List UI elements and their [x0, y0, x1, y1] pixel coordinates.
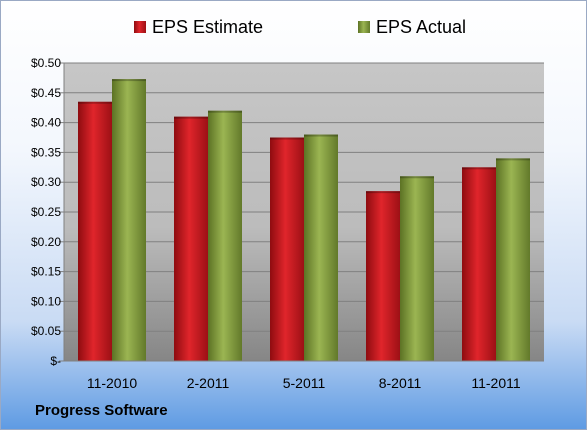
bar-actual-cap: [112, 79, 146, 82]
bar-actual: [112, 79, 146, 361]
legend: EPS Estimate EPS Actual: [134, 17, 466, 37]
legend-swatch-estimate: [134, 21, 146, 33]
bar-estimate-cap: [462, 167, 496, 170]
y-tick-label: $0.50: [31, 56, 61, 70]
bar-estimate: [366, 191, 400, 361]
y-tick-label: $0.35: [31, 145, 61, 159]
bar-estimate: [462, 167, 496, 361]
bar-estimate-cap: [78, 101, 112, 104]
bar-actual-cap: [304, 134, 338, 137]
bar-actual: [208, 110, 242, 362]
bar-actual-cap: [496, 158, 530, 161]
y-tick-label: $0.10: [31, 294, 61, 308]
bar-actual: [496, 158, 530, 361]
y-tick-label: $0.20: [31, 235, 61, 249]
bar-estimate: [174, 116, 208, 361]
x-axis: 11-2010 2-2011 5-2011 8-2011 11-2011: [64, 360, 544, 391]
x-tick-label: 5-2011: [283, 375, 326, 391]
company-name: Progress Software: [35, 402, 168, 419]
bar-estimate: [270, 137, 304, 361]
bar-actual: [304, 134, 338, 361]
y-tick-label: $0.40: [31, 116, 61, 130]
bar-estimate: [78, 101, 112, 362]
y-tick-label: $0.05: [31, 324, 61, 338]
y-tick-label: $0.30: [31, 175, 61, 189]
y-axis: $- $0.05 $0.10 $0.15 $0.20 $0.25 $0.30 $0.35 $0.…: [31, 56, 65, 368]
y-tick-label: $0.45: [31, 86, 61, 100]
y-tick-label: $0.15: [31, 265, 61, 279]
x-tick-label: 2-2011: [187, 375, 230, 391]
legend-label-estimate: EPS Estimate: [152, 17, 263, 37]
bar-estimate-cap: [366, 191, 400, 194]
bar-actual-cap: [208, 110, 242, 113]
bar-estimate-cap: [174, 116, 208, 119]
y-tick-label: $-: [50, 354, 61, 368]
bar-actual-cap: [400, 176, 434, 179]
x-tick-label: 8-2011: [379, 375, 422, 391]
bar-actual: [400, 176, 434, 361]
x-tick-label: 11-2010: [87, 375, 138, 391]
legend-label-actual: EPS Actual: [376, 17, 466, 37]
bars: [78, 79, 530, 362]
bar-estimate-cap: [270, 137, 304, 140]
y-tick-label: $0.25: [31, 205, 61, 219]
x-tick-label: 11-2011: [471, 375, 521, 391]
legend-swatch-actual: [358, 21, 370, 33]
